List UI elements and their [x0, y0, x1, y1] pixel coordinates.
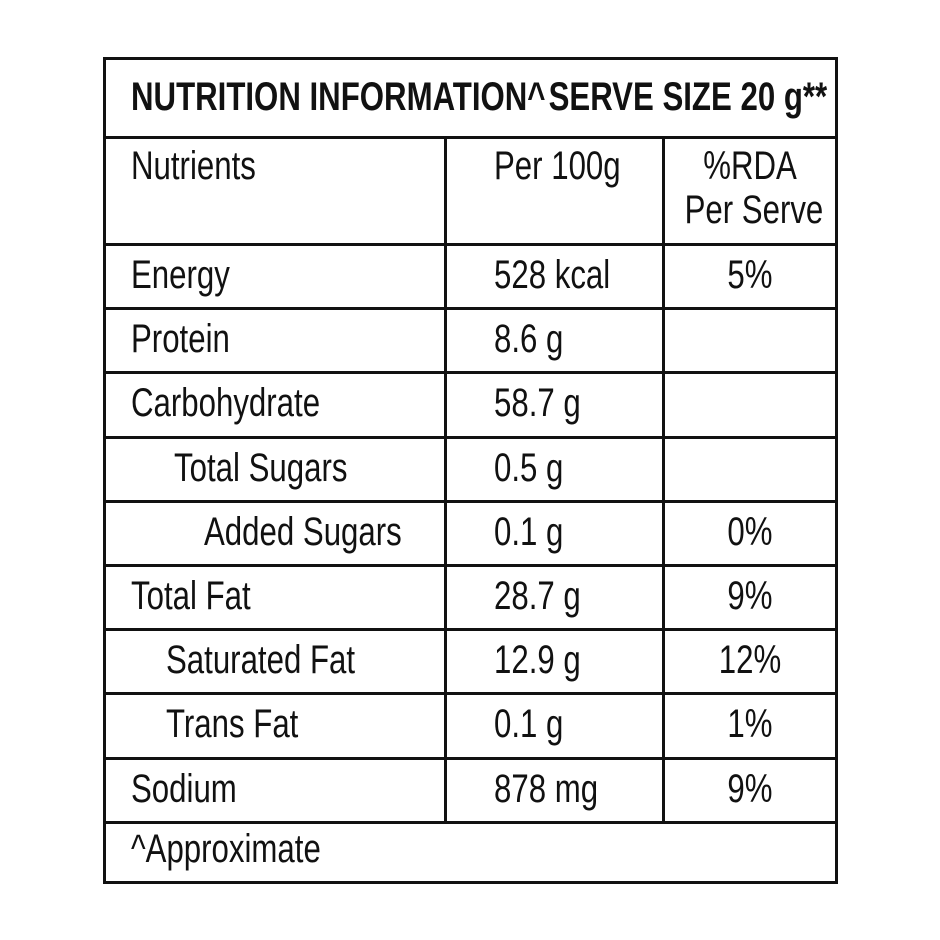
per100-value: 0.5 g	[494, 445, 564, 490]
nutrient-name: Trans Fat	[166, 702, 299, 747]
nutrient-name: Sodium	[131, 766, 237, 811]
table-header: NUTRITION INFORMATION^ SERVE SIZE 20 g**	[106, 60, 835, 139]
rda-value: 9%	[727, 574, 773, 618]
nutrient-name: Carbohydrate	[131, 381, 321, 426]
table-row: Saturated Fat 12.9 g 12%	[106, 631, 835, 696]
table-row: Energy 528 kcal 5%	[106, 246, 835, 311]
table-row: Total Fat 28.7 g 9%	[106, 567, 835, 632]
per100-value: 878 mg	[494, 766, 599, 811]
table-row: Total Sugars 0.5 g	[106, 438, 835, 503]
table-row: Trans Fat 0.1 g 1%	[106, 695, 835, 760]
per100-value: 8.6 g	[494, 317, 564, 362]
footnote: ^Approximate	[131, 827, 321, 871]
table-row: Sodium 878 mg 9%	[106, 759, 835, 824]
column-per100: Per 100g	[494, 144, 621, 188]
per100-value: 0.1 g	[494, 702, 564, 747]
nutrient-name: Added Sugars	[204, 509, 402, 554]
nutrient-name: Protein	[131, 317, 230, 362]
rda-value: 0%	[727, 509, 773, 554]
per100-value: 58.7 g	[494, 381, 581, 426]
column-rda-line1: %RDA	[703, 144, 797, 188]
footnote-row: ^Approximate	[106, 818, 835, 881]
per100-value: 28.7 g	[494, 574, 581, 618]
rda-value: 5%	[727, 253, 773, 297]
rda-value: 1%	[727, 702, 773, 747]
rda-value: 12%	[718, 638, 782, 683]
per100-value: 528 kcal	[494, 253, 611, 297]
nutrition-table: NUTRITION INFORMATION^ SERVE SIZE 20 g**…	[103, 57, 838, 884]
nutrient-name: Total Fat	[131, 574, 251, 618]
table-title: NUTRITION INFORMATION^	[131, 75, 546, 119]
table-row: Protein 8.6 g	[106, 310, 835, 375]
column-header-row: Nutrients Per 100g %RDA Per Serve	[106, 139, 835, 246]
table-row: Added Sugars 0.1 g 0%	[106, 502, 835, 568]
nutrient-name: Total Sugars	[174, 445, 348, 490]
per100-value: 12.9 g	[494, 638, 581, 683]
rda-value: 9%	[727, 766, 773, 811]
serve-size: SERVE SIZE 20 g**	[548, 75, 827, 119]
nutrient-name: Saturated Fat	[166, 638, 356, 683]
table-row: Carbohydrate 58.7 g	[106, 374, 835, 439]
per100-value: 0.1 g	[494, 509, 564, 554]
nutrient-name: Energy	[131, 253, 230, 297]
column-nutrients: Nutrients	[131, 144, 256, 188]
column-rda-line2: Per Serve	[684, 188, 824, 232]
